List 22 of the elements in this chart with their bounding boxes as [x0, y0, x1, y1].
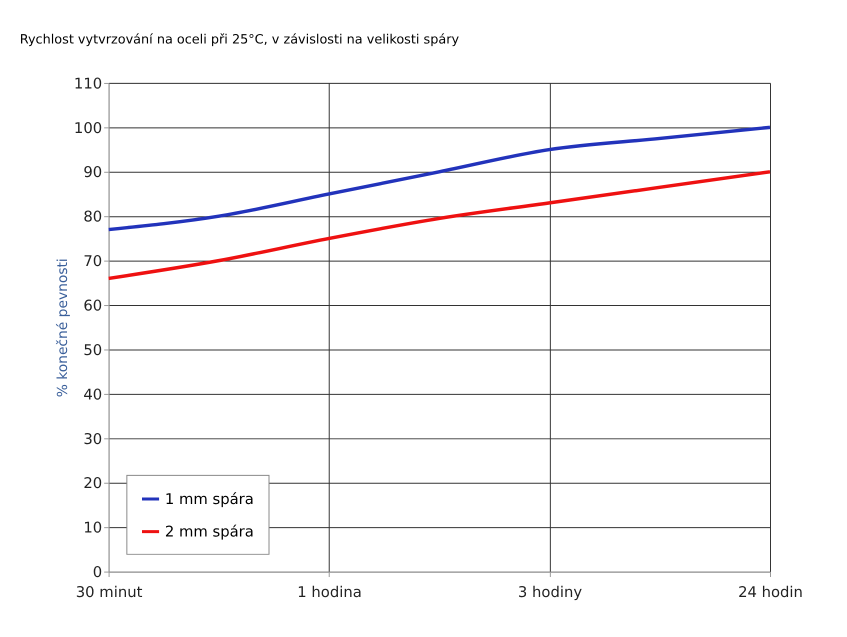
y-tick-label: 100	[74, 120, 102, 137]
line-series	[106, 126, 772, 232]
legend-label: 2 mm spára	[164, 524, 254, 541]
y-axis-title: % konečné pevnosti	[55, 258, 71, 398]
y-tick-label: 60	[83, 297, 102, 314]
x-tick-label: 24 hodin	[738, 584, 803, 601]
y-tick-label: 50	[83, 342, 102, 359]
legend-label: 1 mm spára	[164, 490, 254, 508]
x-tick-label: 1 hodina	[297, 584, 362, 601]
y-tick-label: 90	[83, 164, 102, 182]
y-tick-label: 80	[83, 208, 102, 226]
y-tick-label: 110	[74, 75, 102, 92]
x-tick-label: 3 hodiny	[518, 584, 582, 601]
y-tick-label: 40	[83, 386, 102, 404]
x-tick-label: 30 minut	[76, 584, 143, 601]
y-tick-label: 30	[83, 430, 102, 448]
chart-title: Rychlost vytvrzování na oceli při 25°C, v závislosti na velikosti spáry	[20, 32, 460, 48]
y-tick-label: 20	[83, 475, 102, 492]
line-series	[106, 170, 772, 280]
y-tick-label: 70	[83, 253, 102, 270]
y-tick-label: 10	[83, 520, 102, 537]
y-tick-label: 0	[92, 564, 102, 582]
